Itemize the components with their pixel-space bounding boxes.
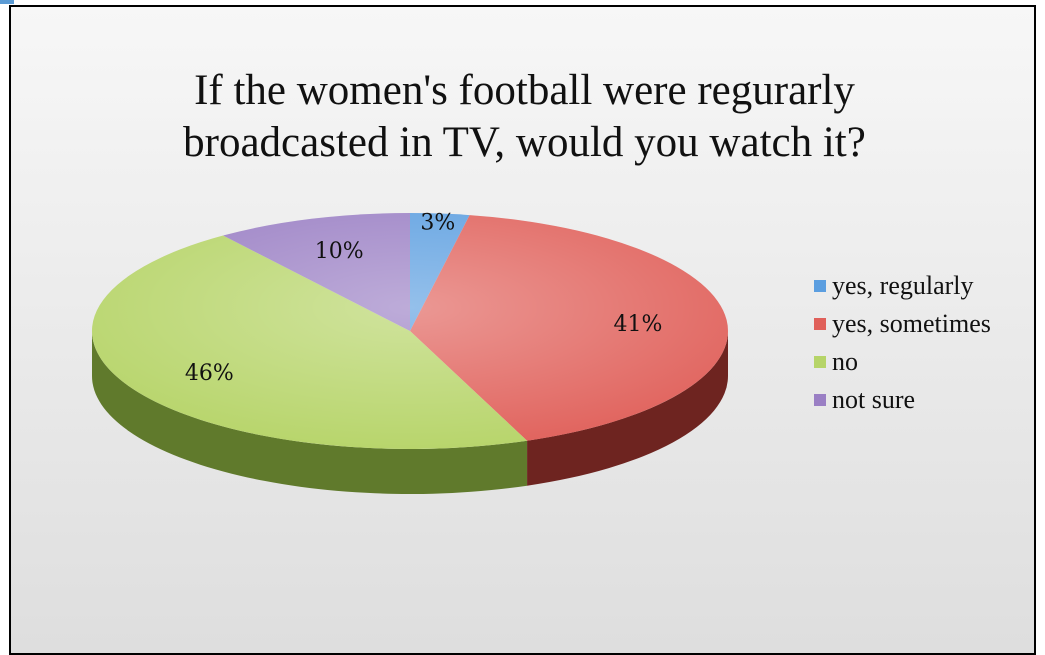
pie-side-no <box>92 331 528 494</box>
chart-title-line-2: broadcasted in TV, would you watch it? <box>183 119 866 166</box>
page-corner-marker <box>0 0 14 4</box>
legend-item-yes-sometimes: yes, sometimes <box>814 309 1034 338</box>
data-label-not-sure: 10% <box>315 239 364 264</box>
legend-label-not-sure: not sure <box>832 384 916 414</box>
legend-item-no: no <box>814 347 1034 376</box>
chart-title: If the women's football were regurarly b… <box>11 65 1038 169</box>
legend-item-not-sure: not sure <box>814 385 1034 414</box>
chart-legend: yes, regularly yes, sometimes no not sur… <box>814 271 1034 423</box>
pie-chart: 3% 41% 46% 10% <box>92 211 729 494</box>
data-label-yes-sometimes: 41% <box>613 312 662 337</box>
data-label-yes-regularly: 3% <box>420 211 455 236</box>
legend-swatch-yes-sometimes <box>814 317 826 330</box>
pie-top-highlight <box>92 213 728 449</box>
legend-label-yes-regularly: yes, regularly <box>832 270 974 300</box>
legend-label-yes-sometimes: yes, sometimes <box>832 308 991 338</box>
chart-area: If the women's football were regurarly b… <box>9 5 1036 655</box>
legend-swatch-not-sure <box>814 393 826 406</box>
legend-swatch-yes-regularly <box>814 279 826 292</box>
legend-label-no: no <box>832 346 858 376</box>
legend-swatch-no <box>814 355 826 368</box>
data-label-no: 46% <box>185 361 234 386</box>
chart-title-line-1: If the women's football were regurarly <box>194 67 855 114</box>
legend-item-yes-regularly: yes, regularly <box>814 271 1034 300</box>
pie-side-yes-sometimes <box>527 331 728 486</box>
